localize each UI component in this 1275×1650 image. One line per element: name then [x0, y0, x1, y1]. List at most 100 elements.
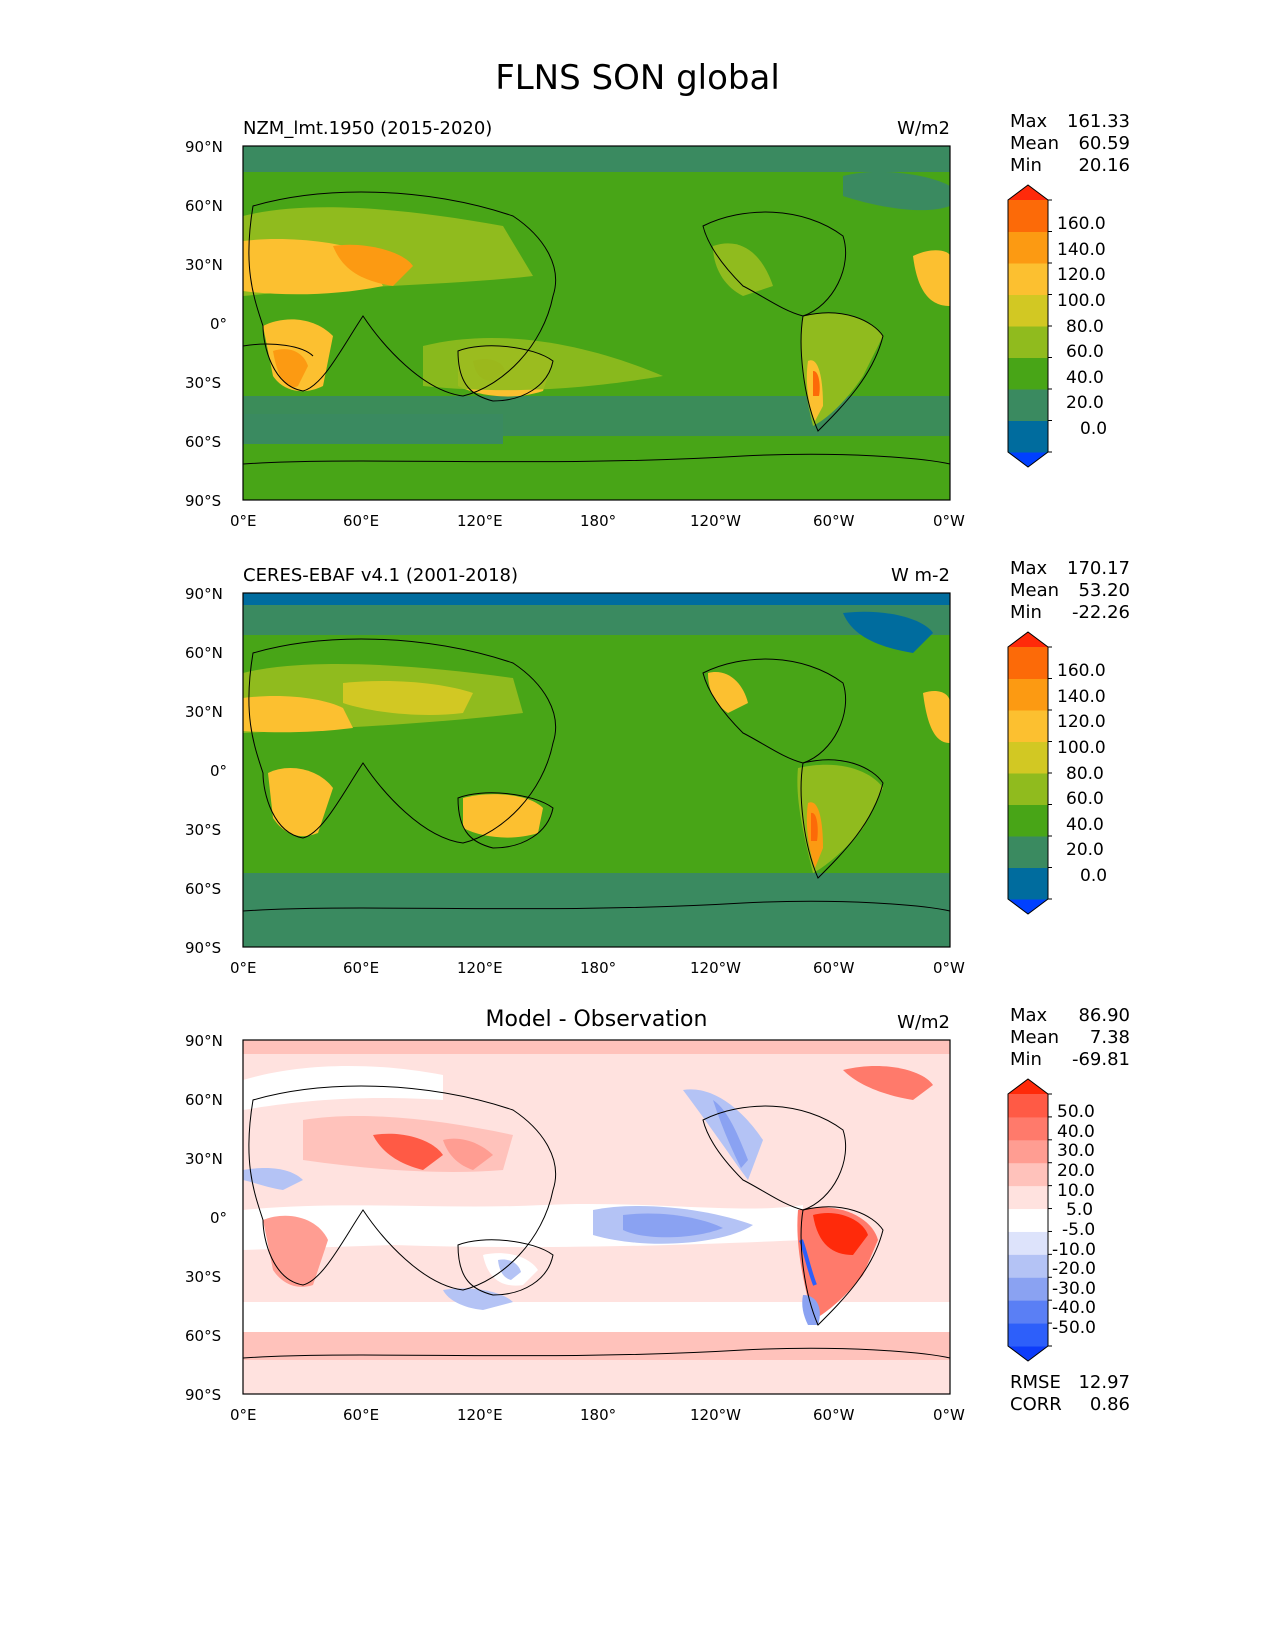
panel-3-lat-tick: 30°N — [185, 1150, 223, 1168]
panel-2-lat-tick: 30°N — [185, 703, 223, 721]
panel-2-colorbar-label: 40.0 — [1066, 815, 1104, 835]
stat-value: -69.81 — [1071, 1049, 1130, 1070]
panel-3-lon-tick: 0°W — [933, 1406, 965, 1424]
stat-value: 20.16 — [1078, 155, 1130, 176]
panel-3-lat-tick: 90°N — [185, 1032, 223, 1050]
stat-label: Min — [1010, 1049, 1042, 1070]
colorbar-segment — [1008, 294, 1048, 327]
stat-label: Mean — [1010, 133, 1060, 154]
panel-3-stats: Max 86.90 Mean 7.38 Min -69.81 — [1010, 1005, 1130, 1071]
panel-3-lat-tick: 60°S — [185, 1327, 222, 1345]
panel-2-lat-tick: 60°N — [185, 644, 223, 662]
stat-label: CORR — [1010, 1394, 1062, 1415]
colorbar-segment — [1008, 1162, 1048, 1187]
colorbar-segment — [1008, 804, 1048, 837]
panel-3-lon-tick: 120°E — [457, 1406, 503, 1424]
colorbar-bottom-extension — [1008, 1346, 1048, 1361]
colorbar-segment — [1008, 1139, 1048, 1164]
panel-2-lat-tick: 90°S — [185, 939, 222, 957]
panel-3-colorbar-label: 50.0 — [1057, 1102, 1095, 1122]
panel-1-lon-tick: 180° — [580, 512, 617, 530]
panel-3-error-stats: RMSE 12.97 CORR 0.86 — [1010, 1372, 1130, 1416]
stat-label: Max — [1010, 1005, 1048, 1026]
panel-2-colorbar-label: 100.0 — [1057, 738, 1106, 758]
stat-label: Mean — [1010, 1027, 1060, 1048]
panel-1-colorbar-label: 100.0 — [1057, 291, 1106, 311]
panel-2-colorbar-label: 120.0 — [1057, 712, 1106, 732]
panel-1-lat-tick: 0° — [210, 315, 228, 333]
panel-1-colorbar-label: 20.0 — [1066, 393, 1104, 413]
stat-value: 53.20 — [1078, 580, 1130, 601]
stat-value: 86.90 — [1078, 1005, 1130, 1026]
panel-1-map — [242, 145, 951, 501]
panel-3-lat-tick: 90°S — [185, 1386, 222, 1404]
stat-value: -22.26 — [1071, 602, 1130, 623]
panel-3-title: Model - Observation — [485, 1007, 708, 1032]
panel-3-colorbar-label: -30.0 — [1052, 1279, 1096, 1299]
stat-value: 161.33 — [1067, 111, 1130, 132]
panel-2-colorbar-label: 80.0 — [1066, 764, 1104, 784]
colorbar-segment — [1008, 1323, 1048, 1347]
panel-3-lon-tick: 60°E — [343, 1406, 380, 1424]
colorbar-segment — [1008, 741, 1048, 774]
panel-1-lat-tick: 90°N — [185, 138, 223, 156]
panel-2-stats: Max 170.17 Mean 53.20 Min -22.26 — [1010, 558, 1130, 624]
panel-2-lon-tick: 180° — [580, 959, 617, 977]
panel-3-colorbar-label: -5.0 — [1062, 1220, 1096, 1240]
panel-2-lon-tick: 60°E — [343, 959, 380, 977]
stat-value: 7.38 — [1089, 1027, 1130, 1048]
colorbar-segment — [1008, 389, 1048, 421]
panel-3-lon-tick: 0°E — [230, 1406, 257, 1424]
panel-3-colorbar-label: -20.0 — [1052, 1259, 1096, 1279]
colorbar-segment — [1008, 1300, 1048, 1324]
panel-3-lon-tick: 120°W — [690, 1406, 741, 1424]
panel-2-lon-tick: 0°W — [933, 959, 965, 977]
colorbar-segment — [1008, 710, 1048, 742]
stat-label: Mean — [1010, 580, 1060, 601]
colorbar-segment — [1008, 678, 1048, 711]
panel-3-map — [242, 1039, 951, 1395]
panel-2-colorbar-label: 60.0 — [1066, 789, 1104, 809]
panel-2-title: CERES-EBAF v4.1 (2001-2018) — [243, 565, 519, 586]
stat-value: 0.86 — [1089, 1394, 1130, 1415]
colorbar-segment — [1008, 326, 1048, 358]
panel-1-lat-tick: 60°S — [185, 433, 222, 451]
colorbar-segment — [1008, 420, 1048, 453]
colorbar-segment — [1008, 1254, 1048, 1278]
panel-2-lat-tick: 90°N — [185, 585, 223, 603]
stat-label: Max — [1010, 111, 1048, 132]
panel-3-lon-tick: 60°W — [813, 1406, 855, 1424]
panel-1-lat-tick: 30°S — [185, 374, 222, 392]
stat-label: Min — [1010, 155, 1042, 176]
panel-2-lat-tick: 0° — [210, 762, 228, 780]
stat-value: 60.59 — [1078, 133, 1130, 154]
panel-2-lon-tick: 60°W — [813, 959, 855, 977]
panel-1-colorbar-label: 40.0 — [1066, 368, 1104, 388]
panel-2-lon-tick: 0°E — [230, 959, 257, 977]
panel-2-colorbar — [1007, 631, 1052, 915]
panel-1-colorbar-label: 140.0 — [1057, 240, 1106, 260]
colorbar-segment — [1008, 836, 1048, 868]
panel-1-colorbar — [1007, 184, 1052, 468]
figure-title: FLNS SON global — [495, 58, 780, 98]
stat-value: 12.97 — [1078, 1372, 1130, 1393]
colorbar-top-extension — [1008, 185, 1048, 200]
panel-1-colorbar-label: 60.0 — [1066, 342, 1104, 362]
colorbar-top-extension — [1008, 632, 1048, 647]
panel-2-units: W m-2 — [890, 565, 950, 586]
panel-1-colorbar-label: 0.0 — [1080, 419, 1108, 439]
panel-2-lat-tick: 60°S — [185, 880, 222, 898]
colorbar-segment — [1008, 263, 1048, 295]
panel-1-lon-tick: 120°W — [690, 512, 741, 530]
colorbar-segment — [1008, 231, 1048, 264]
panel-3-colorbar-label: 20.0 — [1057, 1161, 1095, 1181]
panel-3-units: W/m2 — [897, 1012, 950, 1033]
panel-3-lat-tick: 30°S — [185, 1268, 222, 1286]
panel-1-lon-tick: 60°E — [343, 512, 380, 530]
panel-1-colorbar-label: 80.0 — [1066, 317, 1104, 337]
colorbar-bottom-extension — [1008, 452, 1048, 467]
colorbar-bottom-extension — [1008, 899, 1048, 914]
panel-3-colorbar-label: -50.0 — [1052, 1318, 1096, 1338]
stat-label: Min — [1010, 602, 1042, 623]
panel-1-colorbar-label: 120.0 — [1057, 265, 1106, 285]
